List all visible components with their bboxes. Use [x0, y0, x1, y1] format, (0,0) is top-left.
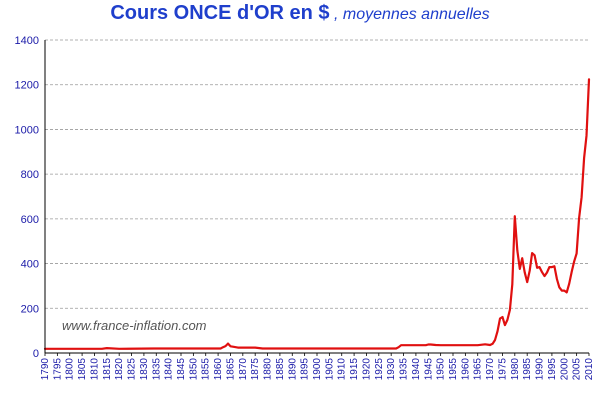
x-tick-label-1830: 1830: [139, 358, 150, 381]
x-tick-label-1970: 1970: [485, 358, 496, 381]
x-tick-label-1800: 1800: [65, 358, 76, 381]
x-tick-label-1835: 1835: [151, 358, 162, 381]
x-tick-label-1940: 1940: [411, 358, 422, 381]
x-tick-label-1965: 1965: [473, 358, 484, 381]
x-tick-label-2010: 2010: [584, 358, 595, 381]
chart-title: Cours ONCE d'OR en $: [110, 2, 330, 24]
x-tick-label-1950: 1950: [436, 358, 447, 381]
x-tick-label-1845: 1845: [176, 358, 187, 381]
axes: [44, 40, 589, 354]
x-tick-label-1995: 1995: [547, 358, 558, 381]
x-tick-label-1920: 1920: [361, 358, 372, 381]
x-tick-label-1805: 1805: [77, 358, 88, 381]
x-tick-label-1945: 1945: [423, 358, 434, 381]
x-axis-ticks: 1790 1795 1800 1805 1810 1815 1820 1825 1830 1835…: [40, 353, 595, 380]
x-tick-label-1825: 1825: [127, 358, 138, 381]
series-layer: [43, 78, 591, 350]
y-tick-label-1400: 1400: [15, 35, 39, 47]
y-tick-label-600: 600: [21, 214, 39, 226]
x-tick-label-1930: 1930: [386, 358, 397, 381]
x-tick-label-1955: 1955: [448, 358, 459, 381]
x-tick-label-1900: 1900: [312, 358, 323, 381]
x-tick-label-1990: 1990: [535, 358, 546, 381]
x-tick-label-1880: 1880: [263, 358, 274, 381]
x-tick-label-1935: 1935: [399, 358, 410, 381]
x-tick-label-1870: 1870: [238, 358, 249, 381]
x-tick-label-1865: 1865: [225, 358, 236, 381]
x-tick-label-1850: 1850: [188, 358, 199, 381]
x-tick-label-1890: 1890: [287, 358, 298, 381]
x-tick-label-1885: 1885: [275, 358, 286, 381]
x-tick-label-1915: 1915: [349, 358, 360, 381]
x-tick-label-1985: 1985: [522, 358, 533, 381]
x-tick-label-1975: 1975: [497, 358, 508, 381]
x-tick-label-1905: 1905: [324, 358, 335, 381]
x-tick-label-1815: 1815: [102, 358, 113, 381]
y-tick-label-200: 200: [21, 303, 39, 315]
y-tick-label-400: 400: [21, 259, 39, 271]
x-tick-label-2005: 2005: [572, 358, 583, 381]
x-tick-label-1925: 1925: [374, 358, 385, 381]
y-tick-label-1200: 1200: [15, 80, 39, 92]
y-tick-label-0: 0: [33, 348, 39, 360]
x-tick-label-1860: 1860: [213, 358, 224, 381]
x-tick-label-1980: 1980: [510, 358, 521, 381]
grid-lines: [45, 39, 589, 309]
x-tick-label-1875: 1875: [250, 358, 261, 381]
y-axis-ticks: 0 200 400 600 800 1000 1200 1400: [15, 35, 39, 360]
chart-subtitle: , moyennes annuelles: [329, 6, 490, 23]
y-tick-label-800: 800: [21, 169, 39, 181]
x-tick-label-1790: 1790: [40, 358, 51, 381]
x-tick-label-1795: 1795: [52, 358, 63, 381]
x-tick-label-1820: 1820: [114, 358, 125, 381]
y-tick-label-1000: 1000: [15, 124, 39, 136]
chart-title-block: Cours ONCE d'OR en $ , moyennes annuelle…: [0, 2, 600, 25]
watermark-text: www.france-inflation.com: [62, 318, 207, 333]
series-line-0: [43, 78, 591, 350]
x-tick-label-1810: 1810: [89, 358, 100, 381]
x-tick-label-1895: 1895: [300, 358, 311, 381]
x-tick-label-1960: 1960: [460, 358, 471, 381]
x-tick-label-1840: 1840: [164, 358, 175, 381]
x-tick-label-1855: 1855: [201, 358, 212, 381]
x-tick-label-2000: 2000: [559, 358, 570, 381]
x-tick-label-1910: 1910: [337, 358, 348, 381]
